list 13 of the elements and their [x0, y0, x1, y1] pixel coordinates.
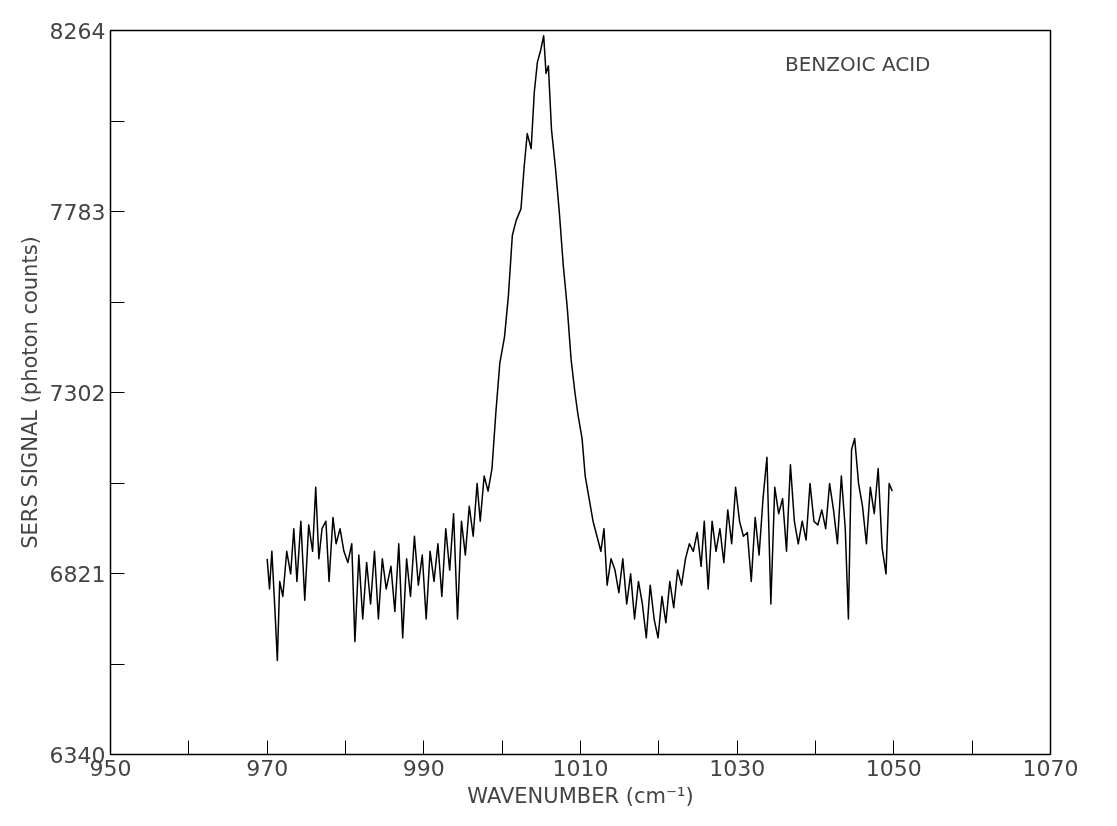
y-tick-label: 8264	[49, 18, 106, 44]
annotation: BENZOIC ACID	[784, 51, 931, 76]
y-axis-title: SERS SIGNAL (photon counts)	[17, 236, 42, 549]
y-tick-label: 6821	[49, 561, 106, 587]
x-tick-label: 1030	[709, 755, 766, 781]
x-tick-label: 990	[402, 755, 445, 781]
x-tick-label: 970	[246, 755, 289, 781]
x-tick-label: 1050	[865, 755, 922, 781]
y-tick-label: 7302	[49, 380, 106, 406]
x-tick-label: 1010	[552, 755, 609, 781]
y-tick-label: 7783	[49, 199, 106, 225]
x-tick-label: 1070	[1022, 755, 1079, 781]
x-axis-title: WAVENUMBER (cm⁻¹)	[467, 783, 694, 808]
